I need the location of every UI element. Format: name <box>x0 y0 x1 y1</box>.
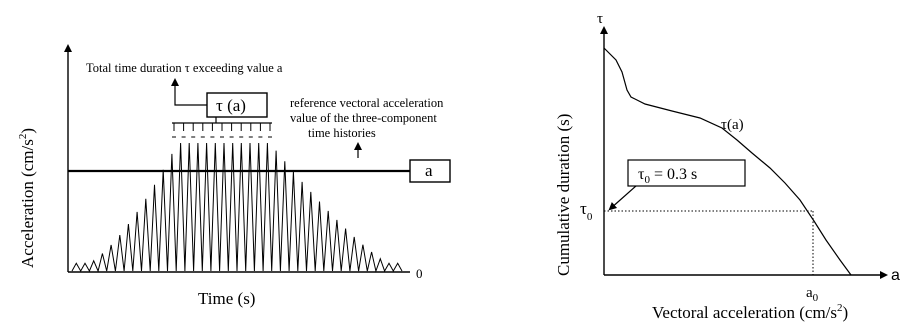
a-axis-label: a <box>891 267 900 284</box>
tau0-arrow <box>608 185 637 211</box>
tau0-box <box>627 159 746 187</box>
left-y-axis-label: Acceleration (cm/s2) <box>17 128 37 268</box>
right-panel: τ a τ(a) τ0 = 0.3 s τ0 a0 Cumulative dur… <box>554 11 900 322</box>
left-origin-label: 0 <box>416 266 423 281</box>
tau0-box-text: τ0 = 0.3 s <box>638 166 697 186</box>
duration-bracket-teeth <box>172 123 272 138</box>
threshold-box <box>409 159 451 183</box>
tau-box-label: τ (a) <box>216 96 246 115</box>
tau-curve <box>603 47 852 276</box>
tau0-label: τ0 <box>580 199 593 223</box>
tau-box-leader <box>171 78 207 106</box>
curve-label: τ(a) <box>721 117 744 133</box>
total-duration-annotation: Total time duration τ exceeding value a <box>86 61 283 75</box>
right-x-axis-label: Vectoral acceleration (cm/s2) <box>652 302 848 322</box>
left-x-axis-label: Time (s) <box>198 289 255 308</box>
a0-label: a0 <box>806 285 819 304</box>
reference-text-line-1: reference vectoral acceleration <box>290 96 444 110</box>
tau-axis-label: τ <box>597 11 603 27</box>
reference-text-line-2: value of the three-component <box>290 111 437 125</box>
threshold-box-label: a <box>425 161 433 180</box>
left-panel: 0 a reference vectoral acceleration valu… <box>17 44 451 308</box>
reference-text-line-3: time histories <box>308 126 376 140</box>
acceleration-signal <box>71 142 403 273</box>
right-y-axis-label: Cumulative duration (s) <box>554 114 573 276</box>
